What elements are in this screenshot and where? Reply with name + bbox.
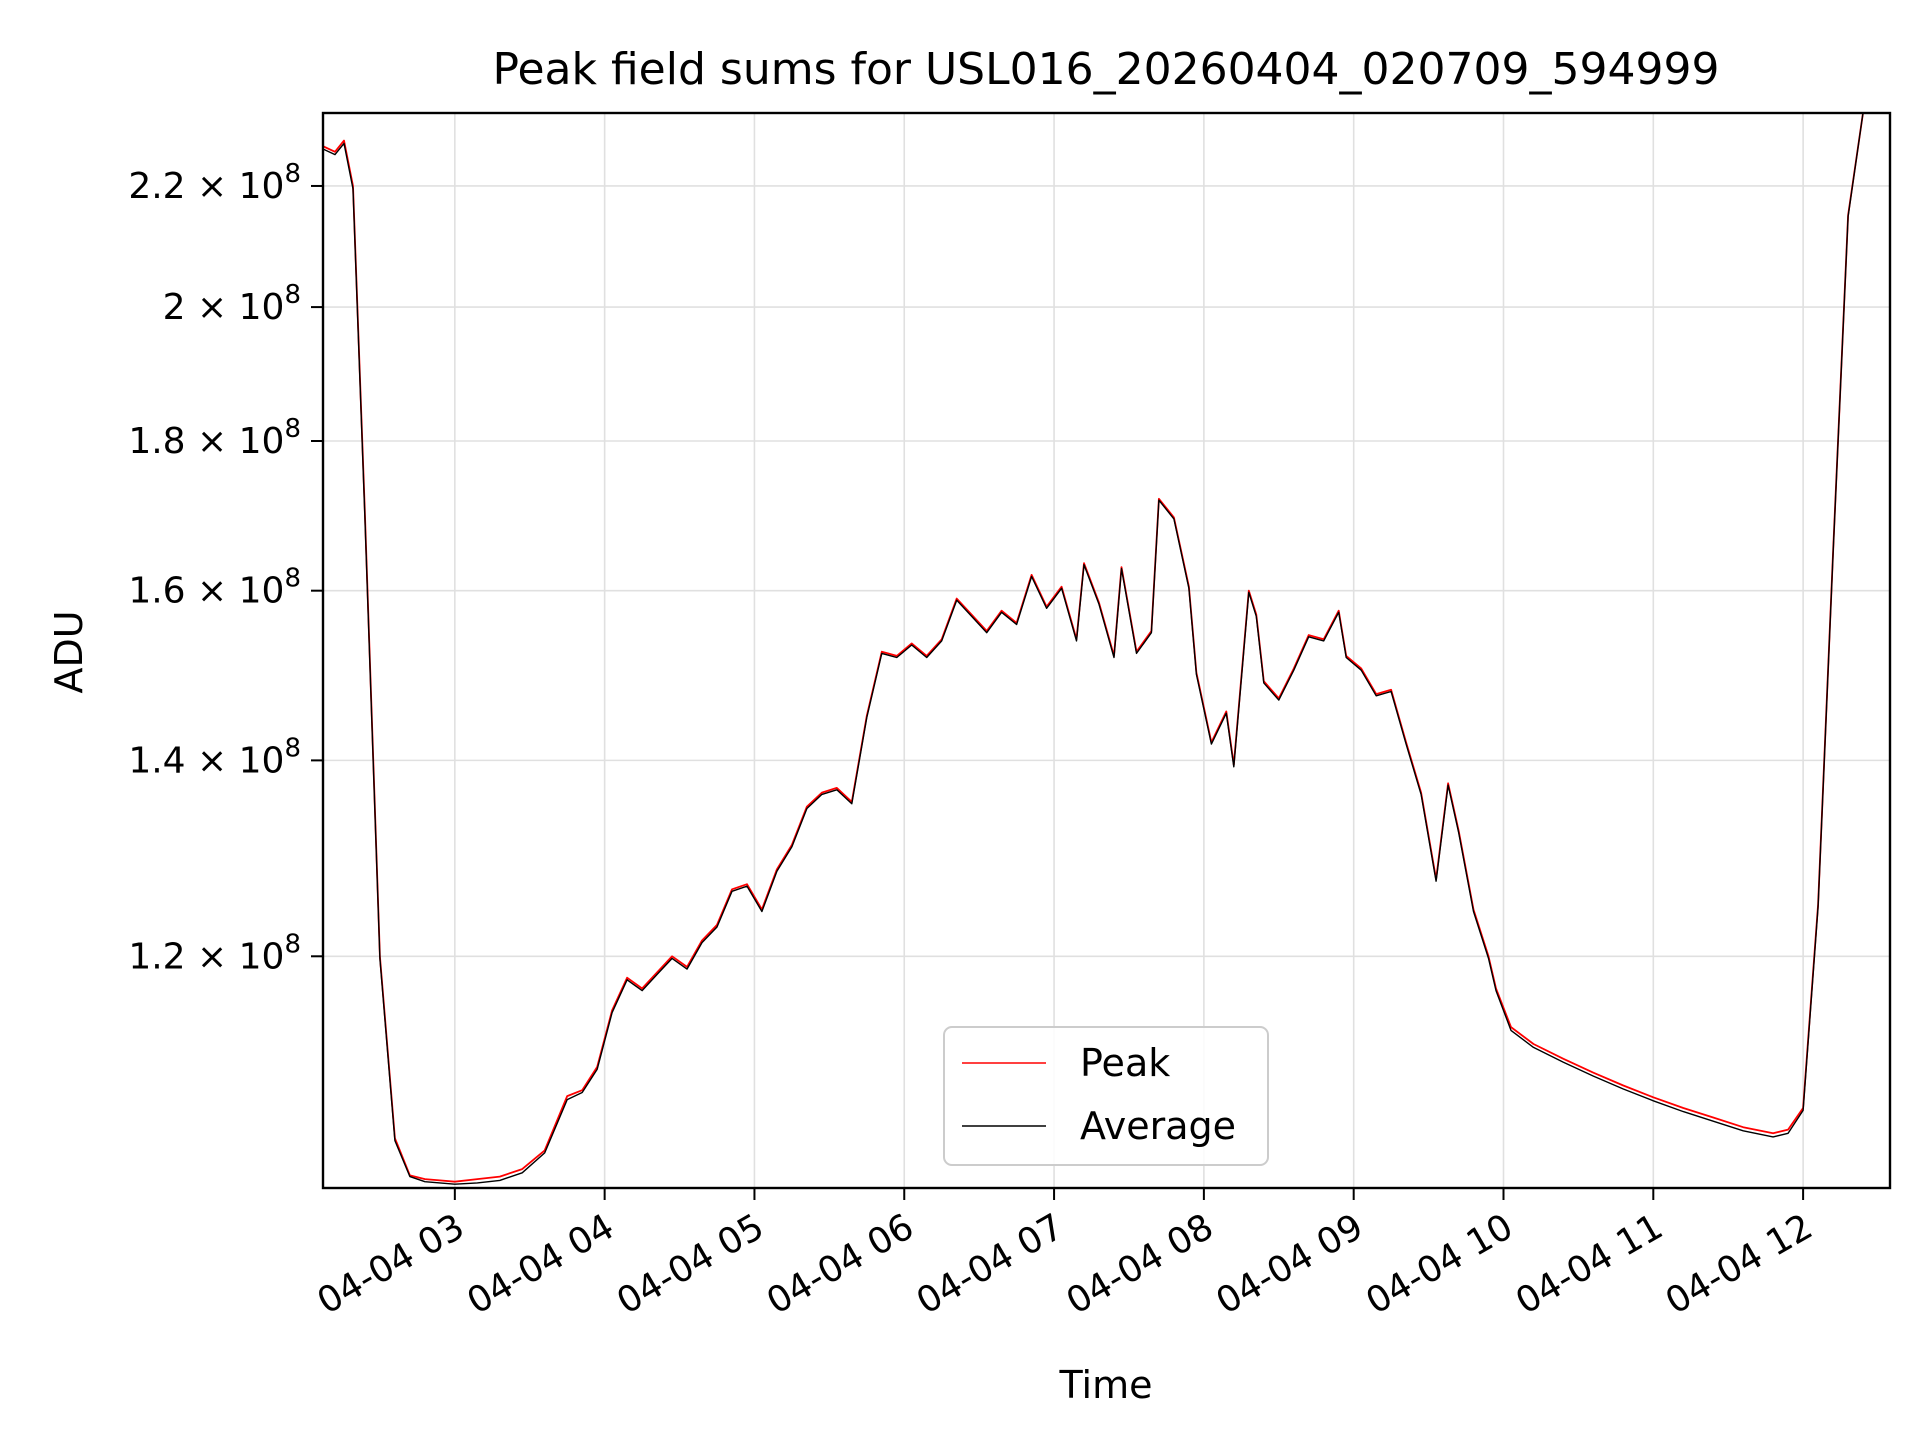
y-tick-times: × xyxy=(186,740,239,781)
y-tick-base: 10 xyxy=(239,421,285,462)
series-layer xyxy=(323,113,1865,1185)
y-tick-base: 10 xyxy=(239,936,285,977)
chart-title: Peak field sums for USL016_20260404_0207… xyxy=(493,44,1720,95)
y-tick-mantissa: 2.2 xyxy=(128,166,185,207)
y-tick-times: × xyxy=(186,287,239,328)
y-tick-exponent: 8 xyxy=(284,564,301,594)
y-tick-label: 2 × 108 xyxy=(163,280,301,328)
legend-average-label: Average xyxy=(1080,1104,1236,1148)
y-tick-mantissa: 1.8 xyxy=(128,421,185,462)
y-tick-exponent: 8 xyxy=(284,733,301,763)
y-tick-times: × xyxy=(186,421,239,462)
x-tick-label: 04-04 08 xyxy=(1060,1206,1221,1322)
y-tick-mantissa: 1.4 xyxy=(128,740,185,781)
x-tick-label: 04-04 09 xyxy=(1210,1206,1371,1322)
x-tick-label: 04-04 04 xyxy=(460,1206,621,1322)
y-tick-base: 10 xyxy=(239,740,285,781)
x-tick-label: 04-04 11 xyxy=(1509,1206,1670,1322)
series-line-peak xyxy=(323,113,1865,1183)
y-tick-label: 2.2 × 108 xyxy=(128,159,301,207)
y-tick-times: × xyxy=(186,166,239,207)
y-tick-exponent: 8 xyxy=(284,280,301,310)
legend-box xyxy=(943,1026,1269,1166)
y-tick-mantissa: 2 xyxy=(163,287,186,328)
y-tick-label: 1.2 × 108 xyxy=(128,929,301,977)
x-tick-label: 04-04 10 xyxy=(1359,1206,1520,1322)
y-tick-label: 1.4 × 108 xyxy=(128,733,301,781)
y-tick-times: × xyxy=(186,936,239,977)
y-tick-exponent: 8 xyxy=(284,159,301,189)
x-axis-label: Time xyxy=(1059,1363,1153,1407)
y-tick-exponent: 8 xyxy=(284,929,301,959)
x-tick-label: 04-04 03 xyxy=(311,1206,472,1322)
legend-peak-label: Peak xyxy=(1080,1041,1170,1085)
x-tick-label: 04-04 05 xyxy=(610,1206,771,1322)
y-tick-base: 10 xyxy=(239,166,285,207)
y-tick-base: 10 xyxy=(239,571,285,612)
y-tick-exponent: 8 xyxy=(284,414,301,444)
y-tick-label: 1.8 × 108 xyxy=(128,414,301,462)
x-tick-label: 04-04 07 xyxy=(910,1206,1071,1322)
y-axis-label: ADU xyxy=(47,610,91,693)
grid xyxy=(323,113,1890,1188)
y-tick-mantissa: 1.2 xyxy=(128,936,185,977)
plot-frame xyxy=(321,111,1892,1190)
y-tick-base: 10 xyxy=(239,287,285,328)
y-tick-times: × xyxy=(186,571,239,612)
y-tick-label: 1.6 × 108 xyxy=(128,564,301,612)
y-tick-mantissa: 1.6 xyxy=(128,571,185,612)
x-tick-label: 04-04 12 xyxy=(1659,1206,1820,1322)
legend: Peak Average xyxy=(943,1026,1269,1166)
series-line-average xyxy=(323,113,1864,1185)
x-tick-label: 04-04 06 xyxy=(760,1206,921,1322)
